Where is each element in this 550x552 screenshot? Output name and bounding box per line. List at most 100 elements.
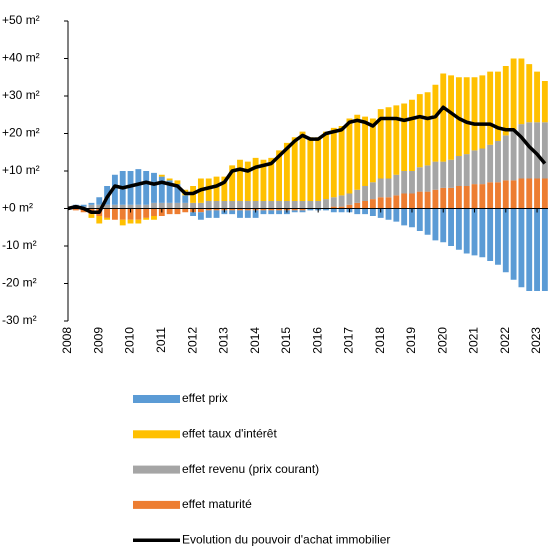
y-tick-label: -10 m²	[2, 238, 37, 252]
y-tick-label: +10 m²	[2, 163, 40, 177]
x-tick-label: 2018	[373, 327, 387, 354]
bar	[448, 75, 454, 160]
bar	[174, 184, 181, 203]
bar	[409, 171, 415, 194]
bar	[135, 219, 142, 224]
bar	[354, 114, 361, 190]
bar	[463, 154, 470, 186]
bar	[377, 178, 384, 198]
bar	[135, 208, 142, 220]
bar	[534, 71, 540, 123]
bar	[518, 58, 525, 125]
bar	[440, 208, 447, 243]
bar	[346, 193, 353, 205]
bar	[299, 131, 306, 201]
bar	[104, 217, 111, 220]
bar	[291, 208, 298, 211]
legend-swatch	[133, 500, 180, 509]
bar	[440, 187, 447, 209]
bar	[143, 208, 150, 218]
bar	[119, 208, 126, 220]
bar	[479, 148, 486, 185]
bar	[151, 216, 157, 220]
bar	[283, 142, 290, 201]
bar	[174, 208, 181, 215]
bar	[541, 178, 548, 209]
bar	[88, 202, 95, 205]
bar	[502, 208, 509, 273]
bar	[166, 202, 173, 209]
y-tick-label: +20 m²	[2, 126, 40, 140]
bar	[463, 77, 470, 155]
bar	[315, 201, 322, 209]
bar	[174, 180, 181, 185]
bar	[502, 66, 509, 136]
y-tick-label: +50 m²	[2, 13, 40, 27]
bar	[330, 206, 337, 209]
y-tick-label: +30 m²	[2, 88, 40, 102]
x-tick-label: 2012	[185, 327, 199, 354]
bar	[432, 189, 439, 209]
y-tick-label: +0 m²	[2, 201, 33, 215]
bar	[487, 71, 494, 145]
bar	[221, 176, 228, 201]
y-tick-label: -30 m²	[2, 313, 37, 327]
bar	[510, 180, 517, 209]
bar	[323, 208, 329, 211]
bar	[127, 204, 134, 209]
bar	[291, 210, 298, 213]
bar	[252, 210, 259, 218]
bar	[330, 127, 337, 198]
bar	[197, 202, 204, 209]
bar	[143, 171, 150, 205]
bar	[541, 81, 548, 123]
bar	[299, 210, 306, 213]
bar	[362, 208, 368, 215]
bar	[393, 195, 400, 209]
bar	[409, 208, 415, 228]
bar	[448, 208, 454, 246]
bar	[502, 180, 509, 209]
bar	[354, 189, 361, 203]
bar	[72, 208, 79, 211]
x-tick-label: 2022	[498, 327, 512, 354]
bar	[401, 208, 408, 226]
y-tick-label: +40 m²	[2, 51, 40, 65]
bar	[237, 201, 243, 209]
bar	[260, 208, 267, 211]
bar	[526, 178, 533, 209]
bar	[244, 161, 251, 201]
bar	[166, 208, 173, 215]
bar	[385, 107, 392, 179]
bar	[448, 159, 454, 188]
bar	[205, 201, 212, 209]
bar	[354, 202, 361, 209]
bar	[229, 210, 236, 215]
y-tick-label: -20 m²	[2, 276, 37, 290]
bar	[127, 208, 134, 220]
bar	[104, 208, 111, 218]
bar	[291, 201, 298, 209]
bar	[299, 201, 306, 209]
bar	[440, 161, 447, 188]
bar	[213, 210, 220, 218]
bar	[338, 195, 345, 207]
bar	[409, 193, 415, 209]
x-tick-label: 2010	[123, 327, 137, 354]
bar	[237, 159, 243, 201]
x-tick-label: 2014	[248, 327, 262, 354]
x-tick-label: 2017	[342, 327, 356, 354]
bar	[111, 208, 118, 220]
bar	[190, 212, 197, 216]
bar	[369, 199, 376, 209]
bar	[377, 208, 384, 218]
bar	[346, 204, 353, 209]
bar	[221, 201, 228, 209]
bar	[416, 167, 423, 192]
bar	[377, 109, 384, 179]
bar	[541, 122, 548, 179]
x-tick-label: 2021	[467, 327, 481, 354]
bar	[151, 172, 157, 203]
bar	[330, 208, 337, 213]
bar	[362, 116, 368, 186]
